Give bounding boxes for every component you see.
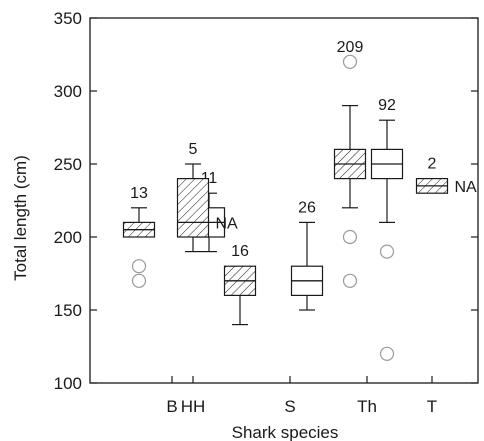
na-label: NA <box>216 215 239 232</box>
outlier-point <box>342 273 358 288</box>
box-s-hatched: 16 <box>223 243 257 326</box>
box-hh-hatched: 5 NA <box>176 141 239 253</box>
y-tick-label: 100 <box>54 374 82 393</box>
na-label: NA <box>455 179 478 196</box>
x-tick-label: HH <box>181 397 206 416</box>
box-t-hatched: 2 NA <box>415 156 478 196</box>
count-label: 13 <box>130 185 148 202</box>
y-tick-label: 200 <box>54 228 82 247</box>
outlier-point <box>379 244 395 259</box>
box-th-plain: 92 <box>370 97 404 361</box>
y-axis-title: Total length (cm) <box>11 155 30 281</box>
x-tick-label: Th <box>357 397 377 416</box>
plot-frame <box>89 17 479 384</box>
boxes: 13115NA1626209922NA <box>122 39 478 361</box>
outlier-point <box>342 54 358 69</box>
count-label: 2 <box>428 156 437 173</box>
outlier-point <box>131 259 147 274</box>
y-tick-label: 150 <box>54 301 82 320</box>
count-label: 26 <box>298 199 316 216</box>
count-label: 92 <box>378 97 396 114</box>
x-tick-label: S <box>284 397 295 416</box>
box-th-hatched: 209 <box>333 39 367 288</box>
axes: 100 150 200 250 300 350 B HH S Th T <box>54 9 479 416</box>
box-b-hatched: 13 <box>122 185 156 288</box>
y-tick-label: 250 <box>54 155 82 174</box>
outlier-point <box>131 273 147 288</box>
count-label: 16 <box>231 243 249 260</box>
x-tick-label: T <box>427 397 437 416</box>
x-axis-title: Shark species <box>232 423 339 441</box>
outlier-point <box>379 346 395 361</box>
box-s-plain: 26 <box>290 199 324 311</box>
outlier-point <box>342 229 358 245</box>
y-tick-label: 350 <box>54 9 82 28</box>
count-label: 209 <box>337 39 364 56</box>
x-tick-label: B <box>166 397 177 416</box>
count-label: 5 <box>189 141 198 158</box>
box-body <box>176 178 210 238</box>
y-tick-label: 300 <box>54 82 82 101</box>
